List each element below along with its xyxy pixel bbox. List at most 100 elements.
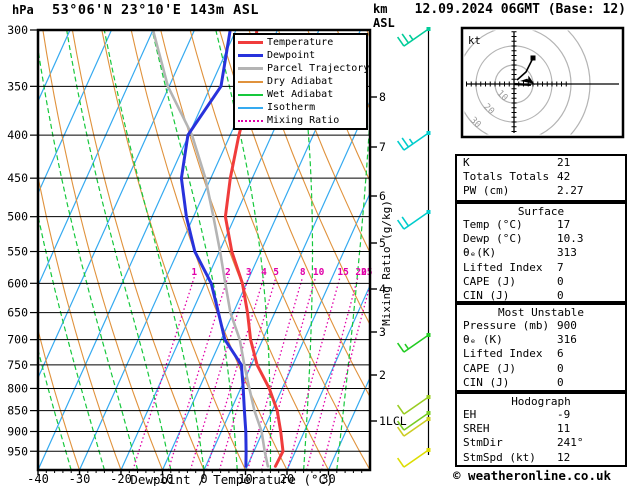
- svg-text:1LCL: 1LCL: [379, 414, 407, 428]
- svg-text:3: 3: [246, 267, 252, 278]
- svg-text:850: 850: [7, 404, 28, 418]
- legend-line-sample: [238, 41, 263, 44]
- svg-text:10: 10: [313, 267, 325, 278]
- svg-text:650: 650: [7, 306, 28, 320]
- legend-line-sample: [238, 67, 263, 70]
- altitude-axis-unit-km: km: [373, 2, 388, 16]
- wind-barb: [396, 333, 431, 353]
- svg-text:400: 400: [7, 128, 28, 142]
- svg-text:3: 3: [379, 325, 386, 339]
- row-value: 21: [557, 156, 571, 169]
- svg-text:550: 550: [7, 245, 28, 259]
- table-row: StmSpd (kt) 12: [457, 451, 625, 465]
- row-value: 0: [557, 274, 564, 288]
- svg-text:300: 300: [7, 23, 28, 37]
- legend-label: Wet Adiabat: [267, 89, 334, 100]
- row-value: 42: [557, 170, 571, 184]
- table-row: SREH 11: [457, 422, 625, 436]
- table-row: K 21: [457, 156, 625, 170]
- svg-text:-40: -40: [27, 472, 49, 486]
- wind-barb: [396, 395, 431, 415]
- legend-item: Dry Adiabat: [235, 75, 366, 88]
- svg-text:8: 8: [379, 90, 386, 104]
- row-value: 0: [557, 375, 564, 389]
- svg-text:1: 1: [191, 267, 197, 278]
- row-value: 2.27: [557, 184, 584, 198]
- legend-line-sample: [238, 54, 263, 57]
- table-row: Pressure (mb) 900: [457, 319, 625, 333]
- row-value: 17: [557, 218, 571, 231]
- row-label: Lifted Index: [463, 347, 543, 361]
- row-label: PW (cm): [463, 184, 510, 198]
- svg-text:15: 15: [337, 267, 349, 278]
- mixing-ratio-axis-label: Mixing Ratio (g/kg): [380, 200, 393, 326]
- pressure-axis-unit: hPa: [12, 3, 34, 17]
- legend-item: Dewpoint: [235, 49, 366, 62]
- legend-label: Isotherm: [267, 102, 316, 113]
- wind-barb: [396, 210, 431, 230]
- row-value: 6: [557, 347, 564, 361]
- row-label: CAPE (J): [463, 274, 516, 288]
- most-unstable-panel: Most Unstable Pressure (mb) 900 θₑ (K) 316 Li…: [455, 303, 627, 392]
- table-row: θₑ(K) 313: [457, 246, 625, 260]
- svg-text:10: 10: [238, 472, 252, 486]
- table-row: CAPE (J) 0: [457, 275, 625, 289]
- row-label: Lifted Index: [463, 260, 543, 274]
- chart-legend: Temperature Dewpoint Parcel Trajectory Dry …: [233, 33, 369, 130]
- table-row: EH -9: [457, 408, 625, 422]
- row-label: CIN (J): [463, 375, 510, 389]
- legend-label: Dry Adiabat: [267, 76, 334, 87]
- row-label: Temp (°C): [463, 218, 523, 231]
- legend-label: Dewpoint: [267, 50, 316, 61]
- table-row: Lifted Index 6: [457, 347, 625, 361]
- row-label: K: [463, 156, 470, 169]
- row-value: 241°: [557, 436, 584, 450]
- row-value: 10.3: [557, 232, 584, 246]
- legend-label: Temperature: [267, 37, 334, 48]
- x-axis-label: Dewpoint / Temperature (°C): [130, 472, 333, 486]
- table-row: PW (cm) 2.27: [457, 184, 625, 198]
- row-label: CIN (J): [463, 288, 510, 302]
- table-row: Temp (°C) 17: [457, 218, 625, 232]
- svg-text:20: 20: [355, 267, 367, 278]
- legend-line-sample: [238, 119, 263, 122]
- row-value: 0: [557, 361, 564, 375]
- panel-title: Most Unstable: [497, 306, 585, 319]
- row-label: θₑ (K): [463, 333, 503, 347]
- table-row: Dewp (°C) 10.3: [457, 232, 625, 246]
- svg-text:800: 800: [7, 381, 28, 395]
- legend-item: Parcel Trajectory: [235, 62, 369, 75]
- legend-line-sample: [238, 80, 263, 83]
- wind-barb-column: [396, 27, 431, 468]
- panel-title: Hodograph: [511, 395, 571, 408]
- legend-line-sample: [238, 106, 263, 109]
- svg-text:-20: -20: [110, 472, 132, 486]
- wind-barb: [396, 417, 431, 437]
- svg-text:750: 750: [7, 358, 28, 372]
- row-label: SREH: [463, 422, 490, 436]
- parcel-line: [151, 30, 270, 468]
- svg-text:6: 6: [379, 189, 386, 203]
- dewpoint-line: [179, 30, 248, 468]
- hodograph-panel: Hodograph EH -9 SREH 11 StmDir 241° StmSpd (kt)…: [455, 392, 627, 467]
- svg-text:20: 20: [280, 472, 294, 486]
- svg-text:8: 8: [300, 267, 306, 278]
- row-label: CAPE (J): [463, 361, 516, 375]
- row-value: 12: [557, 450, 571, 464]
- svg-text:900: 900: [7, 424, 28, 438]
- legend-line-sample: [238, 93, 263, 96]
- indices-panel: K 21 Totals Totals 42 PW (cm) 2.27: [455, 154, 627, 202]
- hodograph-unit-label: kt: [468, 35, 481, 47]
- temperature-line: [223, 30, 285, 468]
- legend-item: Isotherm: [235, 101, 366, 114]
- surface-panel: Surface Temp (°C) 17 Dewp (°C) 10.3 θₑ(K) 313 L…: [455, 202, 627, 303]
- svg-text:30: 30: [321, 472, 335, 486]
- svg-text:7: 7: [379, 140, 386, 154]
- wind-barb: [396, 411, 431, 431]
- row-value: -9: [557, 408, 571, 421]
- table-row: CIN (J) 0: [457, 288, 625, 302]
- table-row: θₑ (K) 316: [457, 333, 625, 347]
- svg-text:5: 5: [273, 267, 279, 278]
